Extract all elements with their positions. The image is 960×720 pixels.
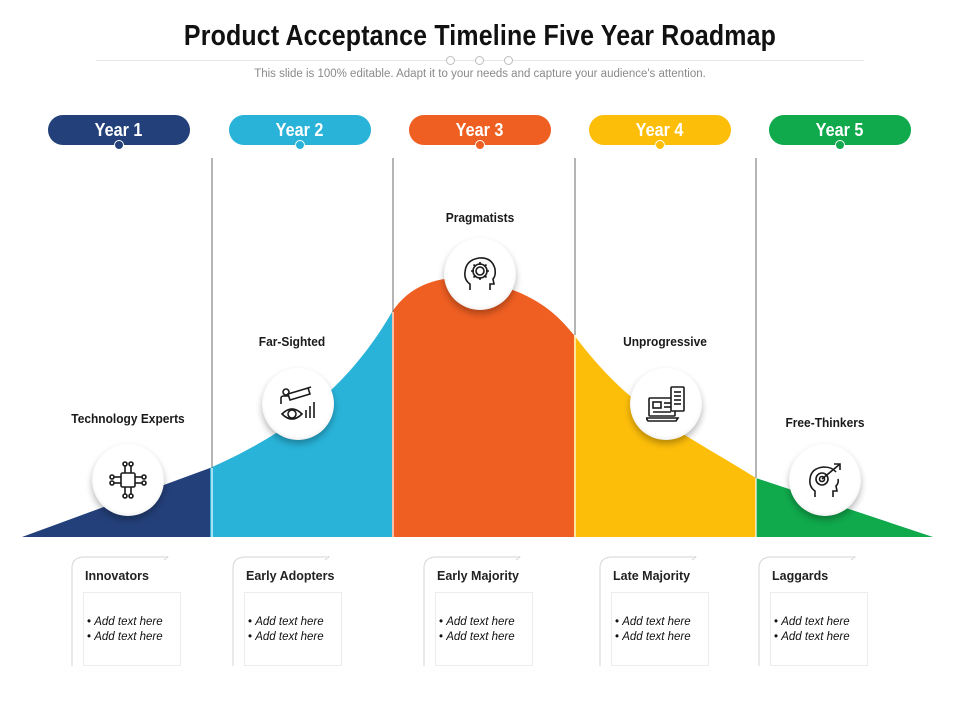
bullet-item: Add text here xyxy=(774,630,849,645)
bullet-item: Add text here xyxy=(439,615,514,630)
year-1-pill: Year 1 xyxy=(48,115,190,150)
telescope-vision-icon xyxy=(280,386,315,420)
year-2-marker xyxy=(295,140,305,150)
year-3-label: Year 3 xyxy=(456,120,504,140)
stage-label-pragmatists: Pragmatists xyxy=(445,210,515,225)
circuit-icon-badge xyxy=(92,444,164,516)
year-4-marker xyxy=(655,140,665,150)
segment-title: Early Adopters xyxy=(246,569,335,583)
year-3-pill: Year 3 xyxy=(409,115,551,150)
year-2-pill: Year 2 xyxy=(229,115,371,150)
computer-document-icon-badge xyxy=(630,368,702,440)
year-1-marker xyxy=(114,140,124,150)
page-subtitle: This slide is 100% editable. Adapt it to… xyxy=(254,68,706,80)
card-bracket xyxy=(423,556,521,666)
segment-early-majority-area xyxy=(392,278,574,537)
bullet-list: Add text here Add text here xyxy=(774,615,849,645)
head-gear-icon-badge xyxy=(444,238,516,310)
bullet-item: Add text here xyxy=(87,630,162,645)
year-5-label: Year 5 xyxy=(816,120,864,140)
bullet-item: Add text here xyxy=(439,630,514,645)
head-target-icon xyxy=(809,463,841,497)
segment-title: Innovators xyxy=(85,569,149,583)
card-bracket xyxy=(232,556,330,666)
bullet-item: Add text here xyxy=(87,615,162,630)
stage-label-unprogressive: Unprogressive xyxy=(623,334,707,349)
year-3-marker xyxy=(475,140,485,150)
bullet-item: Add text here xyxy=(248,615,323,630)
bullet-item: Add text here xyxy=(615,630,690,645)
computer-document-icon xyxy=(646,386,685,422)
segment-title: Laggards xyxy=(772,569,829,583)
decorative-dots xyxy=(446,56,516,66)
segment-title: Late Majority xyxy=(613,569,691,583)
bullet-item: Add text here xyxy=(248,630,323,645)
year-2-label: Year 2 xyxy=(276,120,324,140)
year-1-label: Year 1 xyxy=(95,120,143,140)
bullet-list: Add text here Add text here xyxy=(248,615,323,645)
card-bracket xyxy=(599,556,697,666)
bullet-item: Add text here xyxy=(774,615,849,630)
year-4-label: Year 4 xyxy=(636,120,684,140)
card-bracket xyxy=(71,556,169,666)
page-title: Product Acceptance Timeline Five Year Ro… xyxy=(183,20,777,52)
telescope-vision-icon-badge xyxy=(262,368,334,440)
segment-title: Early Majority xyxy=(437,569,519,583)
stage-label-far-sighted: Far-Sighted xyxy=(258,334,326,349)
bullet-list: Add text here Add text here xyxy=(87,615,162,645)
head-gear-icon xyxy=(464,257,497,290)
stage-label-technology-experts: Technology Experts xyxy=(71,411,185,426)
card-bracket xyxy=(758,556,856,666)
circuit-icon xyxy=(109,461,147,499)
year-4-pill: Year 4 xyxy=(589,115,731,150)
bullet-item: Add text here xyxy=(615,615,690,630)
bullet-list: Add text here Add text here xyxy=(615,615,690,645)
bullet-list: Add text here Add text here xyxy=(439,615,514,645)
stage-label-free-thinkers: Free-Thinkers xyxy=(785,415,865,430)
head-target-icon-badge xyxy=(789,444,861,516)
year-5-marker xyxy=(835,140,845,150)
year-5-pill: Year 5 xyxy=(769,115,911,150)
